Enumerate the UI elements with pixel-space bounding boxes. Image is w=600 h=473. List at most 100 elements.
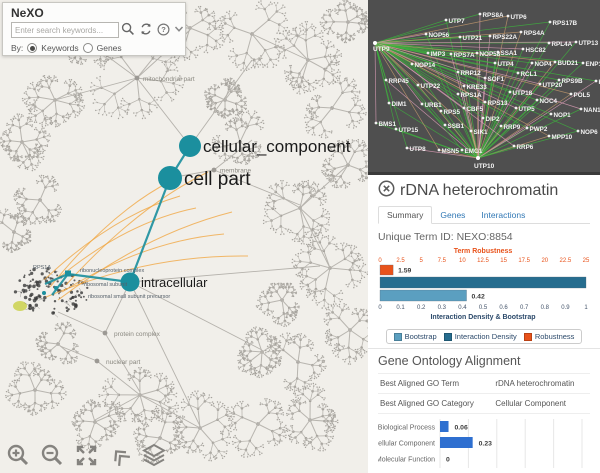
cluster-term-label[interactable]: ribosomal small subunit precursor [88,294,170,300]
term-label[interactable]: mitochondrial part [143,76,195,83]
gene-node[interactable] [462,84,466,88]
gene-label[interactable]: NOP1 [554,112,572,119]
gene-node[interactable] [594,79,598,83]
help-icon[interactable]: ? [157,22,170,36]
gene-label[interactable]: SIK1 [474,129,488,136]
search-input[interactable] [11,22,119,38]
gene-node[interactable] [512,144,516,148]
node-cell-part[interactable] [158,166,182,190]
gene-node[interactable] [475,51,479,55]
term-label[interactable]: nuclear part [106,359,141,366]
gene-label[interactable]: UTP4 [498,61,515,68]
gene-node[interactable] [460,148,464,152]
hub-gene-node[interactable] [373,41,377,45]
gene-node[interactable] [443,123,447,127]
gene-node[interactable] [530,61,534,65]
gene-node[interactable] [444,18,448,22]
term-label[interactable]: membrane [220,168,251,175]
network-nodes[interactable]: UTP7 RPS8A UTP6 RPS17B NOP56 UTP21 RPS22A RPS4A… [373,12,600,170]
cluster-term-label[interactable]: RPS1A [33,265,51,271]
gene-label[interactable]: RPS1A [461,92,482,99]
gene-node[interactable] [508,90,512,94]
gene-label[interactable]: NOP6 [581,129,599,136]
fit-to-screen-icon[interactable] [74,443,99,468]
tab-summary[interactable]: Summary [378,206,433,224]
zoom-in-icon[interactable] [6,443,31,468]
gene-node[interactable] [488,34,492,38]
gene-label[interactable]: UTP5 [519,106,536,113]
gene-label[interactable]: UTP7 [449,18,466,25]
gene-node[interactable] [496,50,500,54]
gene-node[interactable] [439,109,443,113]
gene-label[interactable]: DIM1 [392,101,408,108]
cluster-term-label[interactable]: ribonucleoprotein complex [80,268,144,274]
tab-genes[interactable]: Genes [440,210,466,220]
chevron-down-icon[interactable] [174,24,184,34]
gene-node[interactable] [576,129,580,133]
collapse-chevrons-icon[interactable] [108,444,132,468]
gene-label[interactable]: IMP3 [431,51,446,58]
gene-node[interactable] [525,126,529,130]
gene-node[interactable] [405,146,409,150]
gene-label[interactable]: UTP21 [463,35,483,42]
gene-label[interactable]: BMS1 [379,121,397,128]
gene-label[interactable]: UTP18 [513,90,533,97]
gene-label[interactable]: SSB1 [448,123,465,130]
hub-gene-label[interactable]: UTP9 [373,46,390,53]
gene-node[interactable] [581,61,585,65]
gene-node[interactable] [506,14,510,18]
gene-node[interactable] [410,62,414,66]
gene-label[interactable]: MPP10 [552,134,573,141]
gene-node[interactable] [574,40,578,44]
gene-label[interactable]: UTP13 [579,40,599,47]
gene-label[interactable]: MSN5 [442,148,460,155]
zoom-out-icon[interactable] [40,443,65,468]
gene-node[interactable] [519,30,523,34]
gene-node[interactable] [456,92,460,96]
gene-node[interactable] [449,52,453,56]
gene-node[interactable] [483,100,487,104]
node-intracellular[interactable] [120,272,140,292]
search-icon[interactable] [121,22,135,36]
gene-label[interactable]: UTP20 [543,82,563,89]
gene-label[interactable]: UTP15 [399,127,419,134]
gene-label[interactable]: ENP1 [586,61,600,68]
gene-node[interactable] [499,124,503,128]
gene-node[interactable] [394,127,398,131]
gene-node[interactable] [462,106,466,110]
gene-label[interactable]: CBF5 [467,106,484,113]
gene-node[interactable] [547,134,551,138]
gene-label[interactable]: EMG1 [465,148,483,155]
hub-gene-label[interactable]: UTP10 [474,163,495,170]
gene-node[interactable] [458,35,462,39]
tab-interactions[interactable]: Interactions [481,210,526,220]
gene-label[interactable]: URB1 [425,102,443,109]
gene-label[interactable]: RCL1 [521,71,538,78]
gene-node[interactable] [549,112,553,116]
gene-label[interactable]: NOC4 [540,98,558,105]
gene-label[interactable]: RPS8A [483,12,504,19]
gene-label[interactable]: RRP6 [517,144,534,151]
gene-label[interactable]: RPS7A [454,52,475,59]
gene-node[interactable] [374,121,378,125]
gene-network-panel[interactable]: UTP7 RPS8A UTP6 RPS17B NOP56 UTP21 RPS22A RPS4A… [368,0,600,175]
gene-node[interactable] [384,78,388,82]
gene-cluster[interactable] [13,267,89,318]
gene-label[interactable]: PWP2 [530,126,548,133]
gene-node[interactable] [514,106,518,110]
gene-label[interactable]: NOP56 [429,32,450,39]
term-label[interactable]: protein complex [114,331,161,338]
gene-label[interactable]: UTP22 [421,83,441,90]
gene-label[interactable]: NOP58 [480,51,501,58]
gene-label[interactable]: RPL4A [552,41,573,48]
gene-label[interactable]: KRE33 [467,84,488,91]
gene-label[interactable]: SSA1 [501,50,518,57]
gene-label[interactable]: RPS9B [562,78,583,85]
gene-node[interactable] [516,71,520,75]
gene-label[interactable]: RPS5 [444,109,461,116]
gene-node[interactable] [538,82,542,86]
gene-node[interactable] [424,32,428,36]
gene-node[interactable] [535,98,539,102]
gene-label[interactable]: RRP45 [389,78,410,85]
ontology-canvas[interactable]: cellular_component cell part intracellular… [0,0,368,473]
